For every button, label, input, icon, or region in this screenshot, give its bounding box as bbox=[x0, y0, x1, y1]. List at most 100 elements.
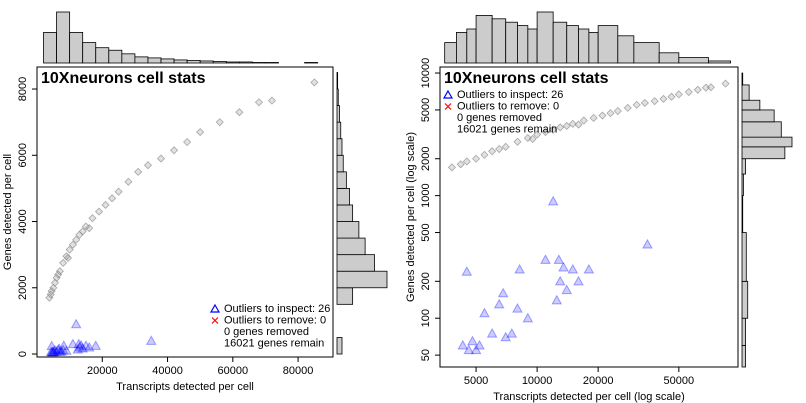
outlier-point bbox=[554, 275, 566, 286]
cell-point bbox=[721, 79, 730, 88]
cell-point bbox=[650, 97, 659, 106]
x-tick-label: 10000 bbox=[522, 375, 553, 387]
x-axis-label: Transcripts detected per cell (log scale… bbox=[493, 391, 685, 403]
cell-point bbox=[589, 113, 598, 123]
x-tick-label: 20000 bbox=[87, 365, 118, 377]
x-hist-bar bbox=[173, 59, 188, 64]
y-axis-label: Genes detected per cell bbox=[2, 154, 14, 270]
outlier-point bbox=[561, 284, 573, 295]
legend-note: 0 genes removed bbox=[457, 112, 542, 124]
outlier-point bbox=[514, 263, 525, 274]
x-hist-bar bbox=[466, 28, 477, 64]
cell-point bbox=[549, 125, 558, 134]
cell-point bbox=[447, 163, 456, 172]
legend-marker bbox=[209, 303, 221, 313]
legend-label: Outliers to remove: 0 bbox=[224, 314, 326, 326]
outlier-point bbox=[553, 254, 565, 264]
cell-point bbox=[674, 90, 683, 99]
x-tick-label: 80000 bbox=[283, 365, 314, 377]
outlier-point bbox=[73, 338, 85, 349]
cell-point bbox=[215, 118, 224, 127]
outlier-point bbox=[80, 340, 92, 350]
x-hist-bar bbox=[265, 62, 279, 64]
legend-note: 16021 genes remain bbox=[224, 337, 324, 349]
cell-point bbox=[196, 128, 205, 137]
cell-point bbox=[706, 83, 716, 92]
plot-frame bbox=[36, 66, 334, 358]
outlier-point bbox=[474, 339, 485, 350]
outlier-point bbox=[90, 340, 102, 350]
y-hist-bar bbox=[741, 146, 786, 160]
outlier-point bbox=[58, 340, 70, 350]
cell-point bbox=[501, 142, 510, 151]
outlier-point bbox=[486, 328, 498, 338]
outlier-point bbox=[558, 261, 569, 272]
cell-point bbox=[254, 98, 263, 107]
cell-point bbox=[659, 94, 668, 103]
x-hist-bar bbox=[43, 32, 57, 64]
x-hist-bar bbox=[82, 42, 97, 64]
cell-point bbox=[541, 127, 550, 137]
y-hist-bar bbox=[741, 99, 761, 111]
cell-point bbox=[78, 227, 87, 236]
x-hist-bar bbox=[678, 57, 709, 64]
y-hist-bar bbox=[741, 317, 746, 346]
y-tick-label: 10000 bbox=[420, 58, 432, 89]
cell-point bbox=[65, 245, 74, 254]
x-hist-bar bbox=[566, 25, 579, 64]
y-hist-bar bbox=[336, 237, 366, 256]
y-hist-bar bbox=[336, 121, 342, 140]
outlier-point bbox=[497, 287, 509, 298]
outlier-point bbox=[77, 342, 89, 353]
outlier-point bbox=[540, 254, 551, 264]
y-hist-bar bbox=[336, 287, 354, 305]
cell-point bbox=[114, 187, 123, 196]
outlier-point bbox=[512, 302, 523, 313]
legend-label: Outliers to remove: 0 bbox=[457, 100, 559, 112]
x-hist-bar bbox=[147, 57, 162, 64]
cell-point bbox=[94, 207, 104, 216]
cell-point bbox=[598, 111, 607, 120]
y-hist-bar bbox=[336, 105, 340, 123]
x-hist-bar bbox=[588, 32, 599, 64]
cell-point bbox=[54, 270, 63, 279]
cell-point bbox=[134, 167, 143, 176]
x-hist-bar bbox=[578, 28, 590, 64]
cell-point bbox=[47, 287, 56, 296]
outlier-point bbox=[47, 346, 59, 356]
outlier-point bbox=[49, 344, 61, 355]
y-tick-label: 100 bbox=[420, 309, 432, 327]
x-hist-bar bbox=[552, 21, 568, 64]
outlier-point bbox=[522, 312, 534, 323]
cell-point bbox=[667, 92, 676, 101]
cell-point bbox=[513, 137, 522, 146]
outlier-point bbox=[493, 298, 505, 309]
outlier-point bbox=[48, 346, 60, 357]
cell-point bbox=[693, 85, 702, 94]
cell-point bbox=[623, 103, 632, 112]
outlier-point bbox=[145, 335, 157, 345]
legend-marker bbox=[442, 89, 454, 99]
cell-point bbox=[533, 130, 542, 139]
y-tick-label: 1000 bbox=[420, 183, 432, 207]
y-tick-label: 2000 bbox=[17, 276, 29, 300]
x-hist-bar bbox=[708, 60, 731, 64]
cell-point bbox=[556, 123, 565, 132]
cell-point bbox=[72, 235, 81, 244]
y-hist-bar bbox=[336, 171, 347, 189]
chart-title: 10Xneurons cell stats bbox=[444, 70, 609, 87]
cell-point bbox=[684, 87, 693, 97]
y-hist-bar bbox=[741, 158, 746, 175]
legend-label: Outliers to inspect: 26 bbox=[457, 89, 563, 101]
outlier-point bbox=[61, 345, 72, 355]
x-tick-label: 5000 bbox=[464, 375, 488, 387]
x-hist-bar bbox=[536, 11, 554, 64]
outlier-point bbox=[547, 195, 559, 206]
cell-point bbox=[640, 98, 649, 108]
cell-point bbox=[235, 108, 244, 117]
y-hist-bar bbox=[336, 88, 339, 106]
y-tick-label: 200 bbox=[420, 272, 432, 290]
outlier-point bbox=[53, 343, 65, 353]
outlier-point bbox=[461, 266, 473, 276]
